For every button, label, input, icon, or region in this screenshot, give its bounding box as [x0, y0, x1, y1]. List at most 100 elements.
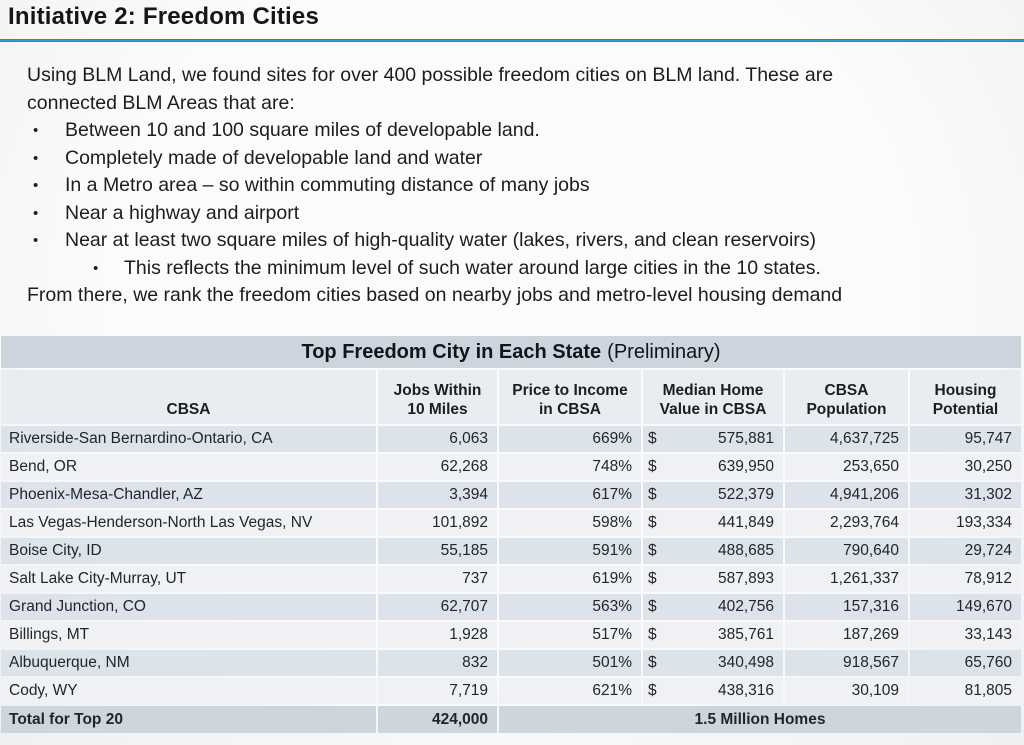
column-header-median-home-value: Median Home Value in CBSA: [643, 370, 783, 424]
population-cell: 253,650: [785, 454, 908, 480]
cbsa-cell: Boise City, ID: [1, 538, 376, 564]
median-home-value-cell: $441,849: [643, 510, 783, 536]
cbsa-cell: Phoenix-Mesa-Chandler, AZ: [1, 482, 376, 508]
population-cell: 790,640: [785, 538, 908, 564]
currency-symbol: $: [648, 486, 657, 503]
bullet-text: Near a highway and airport: [65, 201, 300, 224]
bullet-text: Between 10 and 100 square miles of devel…: [65, 119, 540, 141]
slide-body: Using BLM Land, we found sites for over …: [27, 62, 987, 310]
cbsa-cell: Bend, OR: [1, 454, 376, 480]
median-home-value-cell: $438,316: [643, 678, 783, 704]
currency-symbol: $: [648, 570, 657, 587]
jobs-cell: 62,268: [378, 454, 497, 480]
price-to-income-cell: 617%: [499, 482, 641, 508]
total-label: Total for Top 20: [1, 706, 376, 733]
column-header-housing-potential: Housing Potential: [910, 370, 1021, 424]
jobs-cell: 3,394: [378, 482, 497, 508]
housing-potential-cell: 95,747: [910, 426, 1021, 452]
currency-symbol: $: [648, 514, 657, 531]
jobs-cell: 55,185: [378, 538, 497, 564]
housing-potential-cell: 31,302: [910, 482, 1021, 508]
currency-symbol: $: [648, 682, 657, 699]
jobs-cell: 62,707: [378, 594, 497, 620]
population-cell: 918,567: [785, 650, 908, 676]
column-header-cbsa: CBSA: [1, 370, 376, 424]
housing-potential-cell: 29,724: [910, 538, 1021, 564]
bullet-text: Completely made of developable land and …: [65, 146, 483, 169]
population-cell: 30,109: [785, 678, 908, 704]
housing-potential-cell: 33,143: [910, 622, 1021, 648]
cbsa-cell: Salt Lake City-Murray, UT: [1, 566, 376, 592]
bullet-marker: •: [33, 204, 39, 222]
cbsa-cell: Las Vegas-Henderson-North Las Vegas, NV: [1, 510, 376, 536]
jobs-cell: 832: [378, 650, 497, 676]
bullet-text: Near at least two square miles of high-q…: [65, 229, 817, 251]
jobs-cell: 7,719: [378, 678, 497, 704]
column-header-population: CBSA Population: [785, 370, 908, 424]
median-home-value-cell: $575,881: [643, 426, 783, 452]
currency-symbol: $: [648, 458, 657, 475]
bullet-item: • In a Metro area – so within commuting …: [27, 172, 987, 200]
price-to-income-cell: 501%: [499, 650, 641, 676]
jobs-cell: 101,892: [378, 510, 497, 536]
price-to-income-cell: 563%: [499, 594, 641, 620]
bullet-marker: •: [33, 122, 39, 139]
total-homes-merged-cell: 1.5 Million Homes: [499, 706, 1021, 733]
jobs-cell: 737: [378, 566, 497, 592]
median-home-value-cell: $402,756: [643, 594, 783, 620]
price-to-income-cell: 669%: [499, 426, 641, 452]
cbsa-cell: Cody, WY: [1, 678, 376, 704]
population-cell: 157,316: [785, 594, 908, 620]
population-cell: 187,269: [785, 622, 908, 648]
population-cell: 4,637,725: [785, 426, 908, 452]
bullet-marker: •: [93, 259, 99, 277]
housing-potential-cell: 78,912: [910, 566, 1021, 592]
housing-potential-cell: 193,334: [910, 510, 1021, 536]
median-home-value-cell: $385,761: [643, 622, 783, 648]
currency-symbol: $: [648, 626, 657, 643]
title-divider-rule: [0, 39, 1024, 42]
column-header-jobs: Jobs Within 10 Miles: [378, 370, 497, 424]
housing-potential-cell: 81,805: [910, 678, 1021, 704]
jobs-cell: 1,928: [378, 622, 497, 648]
table-title-main: Top Freedom City in Each State: [301, 340, 602, 363]
bullet-marker: •: [33, 177, 39, 194]
currency-symbol: $: [648, 430, 657, 447]
price-to-income-cell: 517%: [499, 622, 641, 648]
price-to-income-cell: 591%: [499, 538, 641, 564]
sub-bullet-text: This reflects the minimum level of such …: [124, 256, 821, 279]
price-to-income-cell: 748%: [499, 454, 641, 480]
currency-symbol: $: [648, 598, 657, 615]
currency-symbol: $: [648, 654, 657, 671]
intro-line: Using BLM Land, we found sites for over …: [27, 64, 834, 86]
price-to-income-cell: 619%: [499, 566, 641, 592]
median-home-value-cell: $587,893: [643, 566, 783, 592]
bullet-item: • Completely made of developable land an…: [27, 145, 987, 173]
freedom-cities-table: Top Freedom City in Each State (Prelimin…: [1, 336, 1021, 733]
page-title: Initiative 2: Freedom Cities: [8, 3, 320, 30]
bullet-text: In a Metro area – so within commuting di…: [65, 174, 590, 196]
price-to-income-cell: 598%: [499, 510, 641, 536]
population-cell: 4,941,206: [785, 482, 908, 508]
housing-potential-cell: 149,670: [910, 594, 1021, 620]
bullet-marker: •: [33, 149, 39, 167]
cbsa-cell: Billings, MT: [1, 622, 376, 648]
median-home-value-cell: $639,950: [643, 454, 783, 480]
bullet-item: • Near a highway and airport: [27, 200, 987, 228]
currency-symbol: $: [648, 542, 657, 559]
price-to-income-cell: 621%: [499, 678, 641, 704]
median-home-value-cell: $340,498: [643, 650, 783, 676]
cbsa-cell: Albuquerque, NM: [1, 650, 376, 676]
bullet-marker: •: [33, 232, 39, 249]
population-cell: 2,293,764: [785, 510, 908, 536]
table-title-qualifier: (Preliminary): [607, 340, 721, 363]
cbsa-cell: Riverside-San Bernardino-Ontario, CA: [1, 426, 376, 452]
cbsa-cell: Grand Junction, CO: [1, 594, 376, 620]
intro-line: connected BLM Areas that are:: [27, 91, 295, 114]
total-jobs: 424,000: [378, 706, 497, 733]
jobs-cell: 6,063: [378, 426, 497, 452]
closing-line: From there, we rank the freedom cities b…: [27, 284, 843, 306]
table-title: Top Freedom City in Each State (Prelimin…: [1, 336, 1021, 368]
median-home-value-cell: $522,379: [643, 482, 783, 508]
